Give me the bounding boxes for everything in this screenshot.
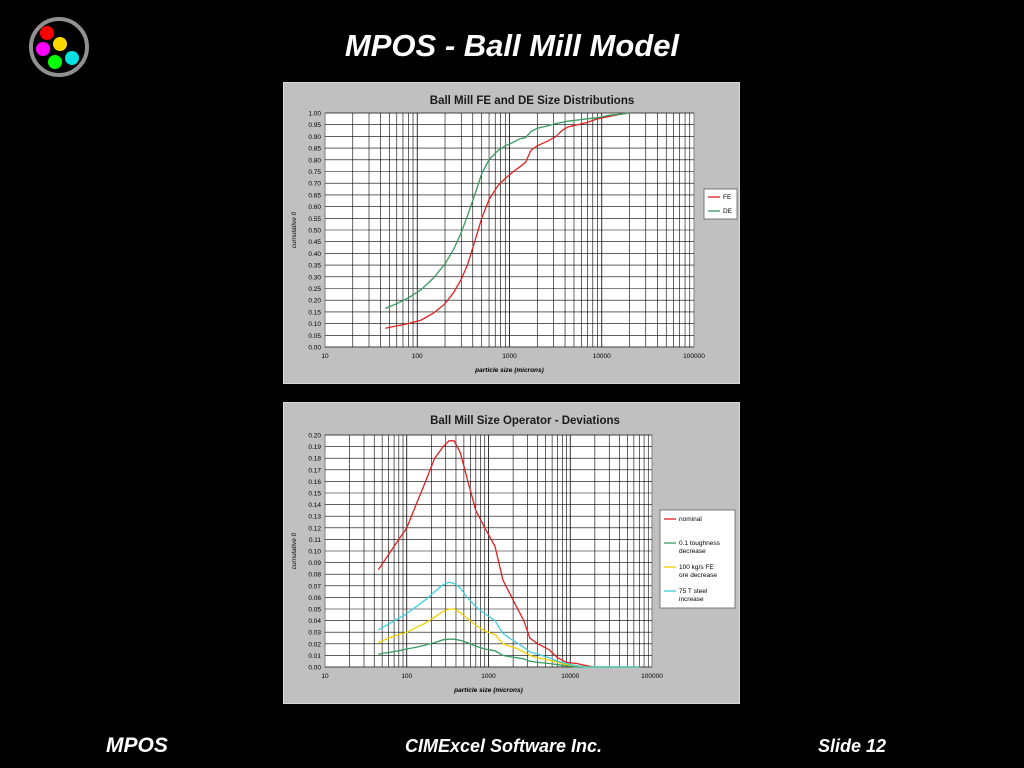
y-tick-label: 0.40 bbox=[308, 251, 321, 258]
y-tick-label: 0.15 bbox=[308, 309, 321, 316]
y-tick-label: 0.11 bbox=[309, 537, 322, 544]
color-dots-logo-icon bbox=[28, 16, 90, 78]
y-axis-label: cumulative 0 bbox=[291, 211, 298, 248]
y-tick-label: 0.19 bbox=[308, 444, 321, 451]
chart1-svg: 0.00 0.05 0.10 0.15 0.20 0.25 0.30 0.35 0.40 0.45… bbox=[291, 95, 738, 374]
x-tick-label: 100000 bbox=[641, 673, 663, 680]
chart-size-operator-deviations: 0.00 0.01 0.02 0.03 0.04 0.05 0.06 0.07 0.08 0.09… bbox=[283, 402, 740, 704]
legend-label: FE bbox=[723, 194, 732, 201]
logo-dot-cyan bbox=[65, 51, 79, 65]
logo-svg bbox=[29, 17, 89, 77]
y-tick-label: 0.09 bbox=[308, 560, 321, 567]
legend-label: 0.1 toughness decrease bbox=[679, 540, 721, 555]
logo-dot-red bbox=[40, 26, 54, 40]
y-tick-label: 0.13 bbox=[308, 514, 321, 521]
logo-dot-magenta bbox=[36, 42, 50, 56]
legend-box bbox=[703, 188, 738, 220]
logo-dot-yellow bbox=[53, 37, 67, 51]
y-tick-label: 0.01 bbox=[308, 653, 321, 660]
y-tick-label: 0.10 bbox=[308, 321, 321, 328]
y-tick-label: 0.50 bbox=[308, 228, 321, 235]
y-axis-label: cumulative 0 bbox=[291, 532, 298, 569]
y-tick-label: 0.20 bbox=[308, 298, 321, 305]
y-tick-label: 0.70 bbox=[308, 181, 321, 188]
x-tick-label: 10 bbox=[321, 353, 329, 360]
chart-title: Ball Mill Size Operator - Deviations bbox=[430, 415, 620, 427]
series-line-fe bbox=[385, 112, 630, 329]
chart-fe-de-distributions: 0.00 0.05 0.10 0.15 0.20 0.25 0.30 0.35 0.40 0.45… bbox=[283, 82, 740, 384]
y-tick-label: 0.55 bbox=[308, 216, 321, 223]
series-line-0-1-toughness-decrease bbox=[378, 638, 640, 668]
y-tick-label: 0.25 bbox=[308, 286, 321, 293]
y-tick-label: 0.90 bbox=[308, 134, 321, 141]
x-tick-label: 1000 bbox=[502, 353, 517, 360]
footer-left-label: MPOS bbox=[106, 734, 168, 757]
series-line-nominal bbox=[377, 440, 640, 668]
y-tick-label: 0.08 bbox=[308, 572, 321, 579]
x-axis-label: particle size (microns) bbox=[453, 687, 523, 694]
x-tick-label: 10000 bbox=[561, 673, 579, 680]
y-tick-label: 0.00 bbox=[308, 345, 321, 352]
series-line-75-t-steel-increase bbox=[378, 581, 640, 668]
y-tick-label: 0.65 bbox=[308, 192, 321, 199]
y-tick-label: 0.07 bbox=[308, 583, 321, 590]
y-tick-label: 0.05 bbox=[308, 607, 321, 614]
y-tick-label: 1.00 bbox=[308, 111, 321, 118]
footer-company-label: CIMExcel Software Inc. bbox=[405, 736, 603, 756]
legend-label: DE bbox=[723, 208, 733, 215]
x-tick-label: 100000 bbox=[683, 353, 705, 360]
y-tick-label: 0.30 bbox=[308, 274, 321, 281]
y-tick-label: 0.35 bbox=[308, 263, 321, 270]
chart-title: Ball Mill FE and DE Size Distributions bbox=[430, 95, 634, 107]
x-axis-label: particle size (microns) bbox=[474, 367, 544, 374]
y-tick-label: 0.16 bbox=[308, 479, 321, 486]
logo-dot-green bbox=[48, 55, 62, 69]
footer-slide-number: Slide 12 bbox=[818, 736, 887, 756]
y-tick-label: 0.10 bbox=[308, 549, 321, 556]
legend-label: 75 T steel increase bbox=[679, 588, 708, 603]
y-tick-label: 0.14 bbox=[308, 502, 321, 509]
y-tick-label: 0.02 bbox=[308, 641, 321, 648]
y-tick-label: 0.17 bbox=[308, 467, 321, 474]
x-tick-label: 1000 bbox=[481, 673, 496, 680]
y-tick-label: 0.95 bbox=[308, 122, 321, 129]
y-tick-label: 0.00 bbox=[308, 665, 321, 672]
legend-label: nominal bbox=[679, 516, 702, 523]
y-tick-label: 0.75 bbox=[308, 169, 321, 176]
y-tick-label: 0.85 bbox=[308, 146, 321, 153]
y-tick-label: 0.04 bbox=[308, 618, 321, 625]
y-tick-label: 0.60 bbox=[308, 204, 321, 211]
chart2-svg: 0.00 0.01 0.02 0.03 0.04 0.05 0.06 0.07 0.08 0.09… bbox=[291, 415, 736, 694]
y-tick-label: 0.18 bbox=[308, 456, 321, 463]
y-tick-label: 0.20 bbox=[308, 433, 321, 440]
x-tick-label: 100 bbox=[401, 673, 412, 680]
x-tick-label: 10000 bbox=[593, 353, 611, 360]
y-tick-label: 0.12 bbox=[308, 525, 321, 532]
legend-label: 100 kg/s FE ore decrease bbox=[679, 564, 717, 579]
x-tick-label: 100 bbox=[412, 353, 423, 360]
slide-title: MPOS - Ball Mill Model bbox=[344, 28, 680, 63]
series-line-de bbox=[385, 112, 630, 310]
x-tick-label: 10 bbox=[321, 673, 329, 680]
y-tick-label: 0.06 bbox=[308, 595, 321, 602]
y-tick-label: 0.05 bbox=[308, 333, 321, 340]
y-tick-label: 0.80 bbox=[308, 157, 321, 164]
y-tick-label: 0.45 bbox=[308, 239, 321, 246]
y-tick-label: 0.03 bbox=[308, 630, 321, 637]
y-tick-label: 0.15 bbox=[308, 491, 321, 498]
legend-box bbox=[659, 509, 736, 609]
